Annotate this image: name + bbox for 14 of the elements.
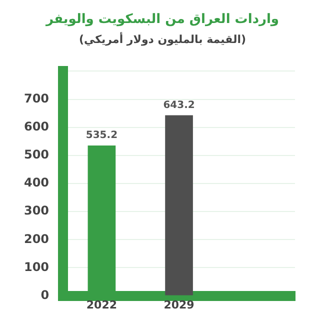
y-tick-label: 100	[24, 260, 50, 274]
data-label: 643.2	[163, 100, 195, 111]
x-tick-label: 2022	[86, 298, 118, 312]
y-tick-label: 600	[24, 119, 50, 134]
y-tick-label: 0	[40, 288, 50, 302]
chart-title: واردات العراق من البسكويت والويفر	[44, 12, 280, 27]
data-label: 535.2	[86, 130, 118, 142]
y-tick-label: 500	[24, 148, 50, 162]
y-tick-label: 400	[24, 176, 50, 190]
x-tick-label: 2029	[164, 298, 194, 312]
y-tick-label: 700	[24, 91, 50, 106]
chart-subtitle: (القيمة بالمليون دولار أمريكي)	[78, 33, 247, 46]
y-tick-label: 200	[24, 232, 50, 246]
y-tick-label: 300	[24, 204, 50, 218]
